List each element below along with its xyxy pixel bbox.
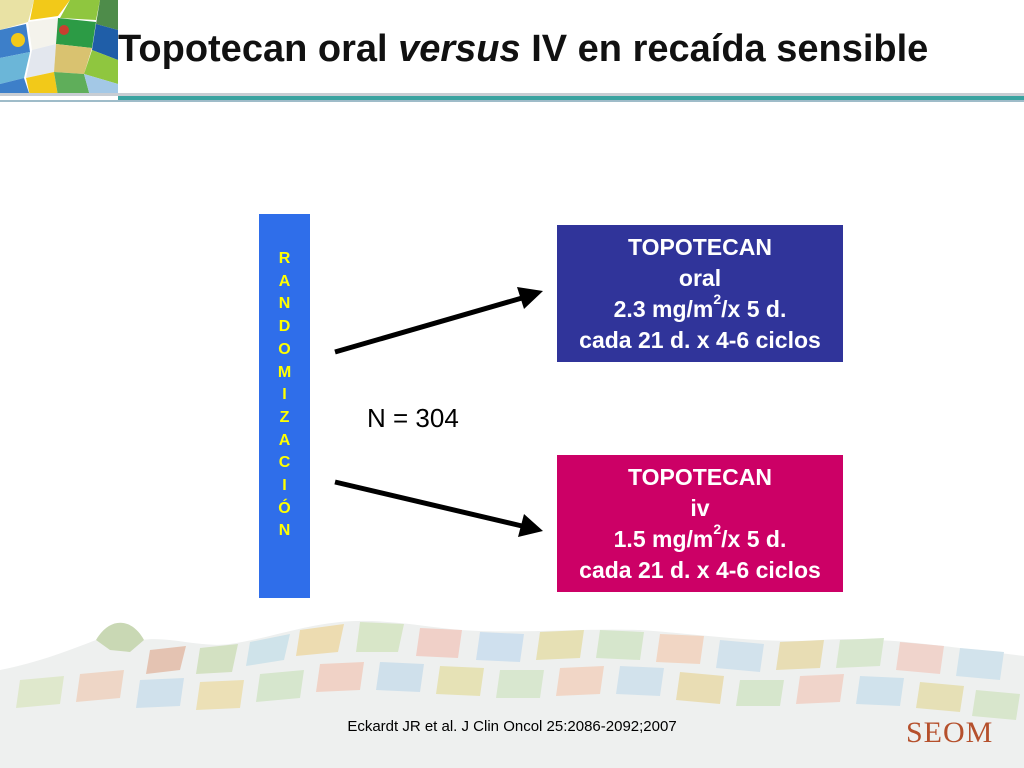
iv-arm-schedule: cada 21 d. x 4-6 ciclos — [579, 557, 821, 583]
randomization-letter: N — [278, 522, 291, 540]
randomization-letter: Z — [279, 408, 290, 426]
randomization-letter: M — [277, 363, 292, 381]
citation: Eckardt JR et al. J Clin Oncol 25:2086-2… — [347, 718, 677, 735]
slide-title: Topotecan oral versus IV en recaída sens… — [118, 28, 928, 71]
iv-dose-value: 1.5 mg/m — [613, 526, 714, 552]
iv-dose-exponent: 2 — [713, 521, 722, 537]
title-part-1: Topotecan oral — [118, 28, 399, 70]
oral-dose-value: 2.3 mg/m — [613, 296, 714, 322]
randomization-letter: C — [278, 454, 291, 472]
seom-logo: SEOM — [906, 716, 994, 749]
oral-arm-box: TOPOTECAN oral 2.3 mg/m2/x 5 d. cada 21 … — [557, 225, 843, 362]
randomization-bar: R A N D O M I Z A C I Ó N — [259, 214, 310, 598]
iv-arm-route: iv — [690, 495, 710, 521]
oral-dose-rest: /x 5 d. — [721, 296, 787, 322]
randomization-letter: I — [282, 477, 287, 495]
randomization-letter: Ó — [278, 499, 291, 517]
iv-dose-rest: /x 5 d. — [721, 526, 787, 552]
mosaic-footer — [0, 620, 1024, 768]
mosaic-logo — [0, 0, 118, 96]
randomization-letter: I — [282, 386, 287, 404]
oral-dose-exponent: 2 — [713, 291, 722, 307]
randomization-letter: N — [278, 295, 291, 313]
randomization-letter: A — [278, 272, 291, 290]
oral-arm-schedule: cada 21 d. x 4-6 ciclos — [579, 327, 821, 353]
arrowhead-oral — [517, 287, 543, 309]
randomization-letter: D — [278, 318, 291, 336]
oral-arm-dose: 2.3 mg/m2/x 5 d. — [557, 291, 843, 325]
sample-size-label: N = 304 — [367, 403, 459, 433]
oral-arm-route: oral — [678, 265, 722, 291]
oral-arm-drug: TOPOTECAN — [628, 234, 772, 260]
randomization-letter: R — [278, 250, 291, 267]
iv-arm-dose: 1.5 mg/m2/x 5 d. — [557, 521, 843, 555]
title-part-2: IV en recaída sensible — [520, 28, 929, 70]
title-emphasis: versus — [398, 28, 521, 70]
arrow-to-iv — [334, 479, 523, 529]
arrow-to-oral — [334, 295, 523, 355]
title-divider — [0, 93, 1024, 102]
arrowhead-iv — [518, 514, 543, 537]
iv-arm-box: TOPOTECAN iv 1.5 mg/m2/x 5 d. cada 21 d.… — [557, 455, 843, 592]
iv-arm-drug: TOPOTECAN — [628, 464, 772, 490]
randomization-letter: A — [278, 431, 291, 449]
randomization-letter: O — [278, 340, 291, 358]
